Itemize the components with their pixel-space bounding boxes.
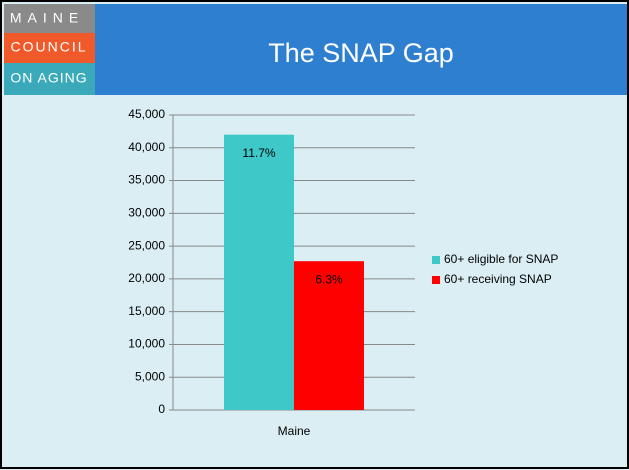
legend-swatch	[432, 276, 440, 284]
y-tick-label: 25,000	[128, 238, 165, 252]
chart-title: The SNAP Gap	[268, 38, 454, 68]
logo-top	[4, 4, 95, 33]
data-label: 11.7%	[242, 146, 275, 160]
y-tick-label: 15,000	[128, 304, 165, 318]
bar	[294, 261, 364, 410]
x-tick-label: Maine	[278, 424, 311, 438]
y-tick-label: 0	[158, 402, 165, 416]
logo-text: MAINE	[10, 10, 84, 26]
y-tick-label: 5,000	[135, 369, 165, 383]
data-label: 6.3%	[315, 272, 343, 286]
logo-bottom	[4, 63, 95, 95]
logo-text: COUNCIL	[10, 39, 87, 55]
y-tick-label: 10,000	[128, 337, 165, 351]
y-tick-label: 20,000	[128, 271, 165, 285]
header-bar	[95, 4, 627, 95]
bar	[224, 134, 294, 410]
y-tick-label: 45,000	[128, 107, 165, 121]
legend-label: 60+ eligible for SNAP	[444, 252, 558, 266]
legend-swatch	[432, 256, 440, 264]
logo-middle	[4, 33, 95, 63]
y-tick-label: 30,000	[128, 206, 165, 220]
y-tick-label: 35,000	[128, 173, 165, 187]
logo-text: ON AGING	[10, 70, 87, 86]
legend-label: 60+ receiving SNAP	[444, 272, 552, 286]
y-tick-label: 40,000	[128, 140, 165, 154]
